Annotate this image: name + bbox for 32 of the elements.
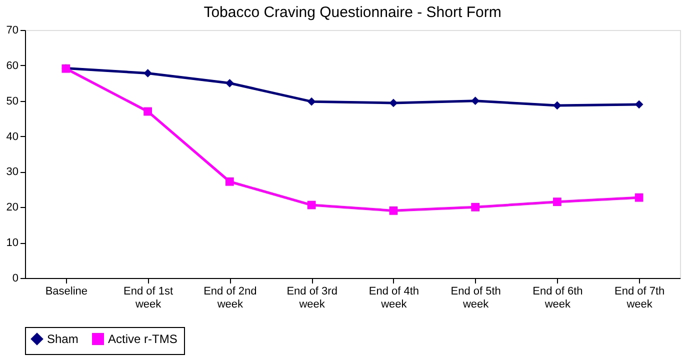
x-tick-label: End of 6th week	[532, 286, 583, 310]
x-tick-label: Baseline	[45, 286, 88, 298]
x-tick-label: End of 3rd week	[286, 286, 338, 310]
legend-label: Sham	[47, 332, 78, 346]
y-tick-label: 60	[6, 60, 18, 72]
x-tick-label: End of 1st week	[124, 286, 174, 310]
y-tick-label: 40	[6, 130, 18, 143]
point	[471, 96, 480, 106]
point	[389, 206, 398, 215]
x-tick-label: End of 7th week	[614, 286, 665, 310]
point	[553, 198, 562, 206]
y-tick-label: 70	[6, 24, 18, 36]
y-tick-label: 10	[6, 237, 18, 250]
y-tick-label: 0	[12, 272, 18, 284]
point	[471, 202, 480, 212]
point	[226, 78, 234, 88]
y-tick-label: 50	[6, 95, 18, 108]
point	[634, 193, 644, 202]
x-tick-label: End of 4th week	[368, 286, 420, 310]
point	[226, 177, 234, 186]
y-tick-label: 20	[6, 202, 18, 214]
chart-title: Tobacco Craving Questionnaire - Short Form	[204, 4, 502, 21]
x-tick-label: End of 2nd week	[204, 286, 257, 310]
point	[144, 69, 152, 78]
legend-label: Active r-TMS	[108, 332, 178, 346]
point	[634, 100, 644, 109]
x-tick-label: End of 5th week	[450, 286, 501, 310]
point	[307, 97, 316, 106]
point	[144, 107, 152, 116]
point	[553, 101, 562, 110]
point	[307, 200, 316, 210]
y-tick-label: 30	[6, 166, 18, 178]
